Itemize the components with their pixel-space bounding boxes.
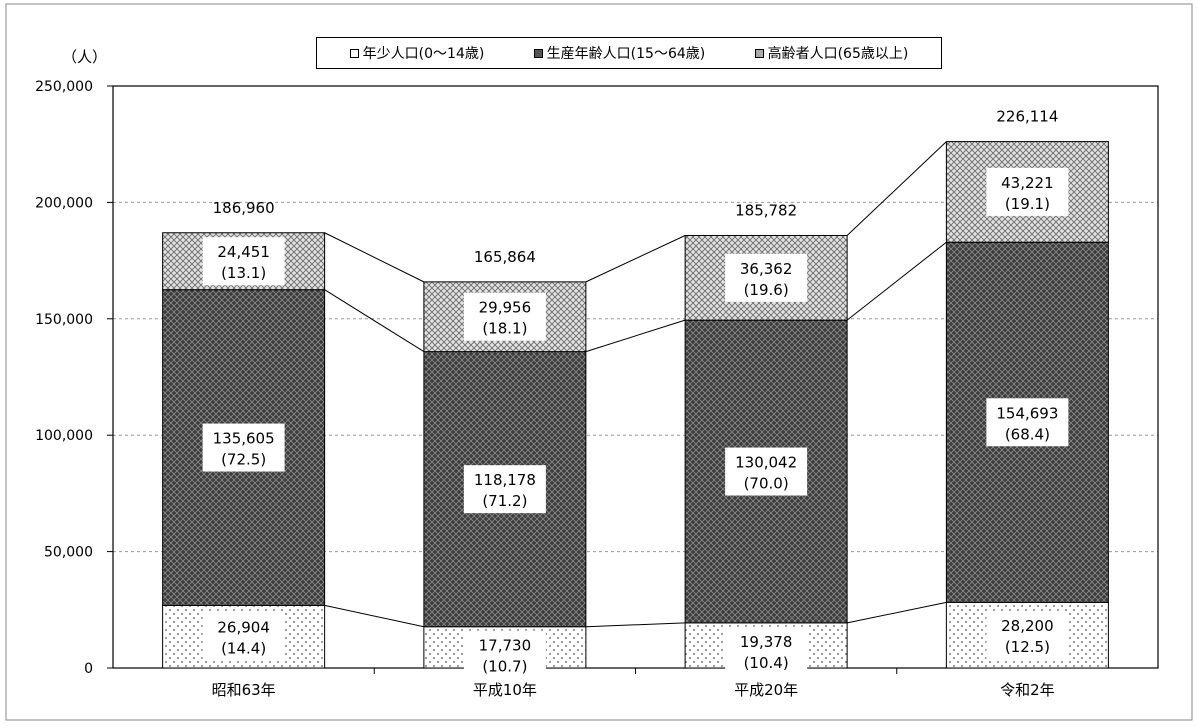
data-label-value: 130,042	[735, 454, 797, 472]
data-label-percent: (12.5)	[1005, 638, 1050, 656]
data-label-percent: (10.7)	[482, 658, 527, 676]
legend-label-youth: 年少人口(0～14歳)	[362, 46, 485, 62]
bar-layer	[162, 141, 1109, 669]
x-tick-label: 平成10年	[473, 681, 537, 699]
data-label-percent: (71.2)	[482, 492, 527, 510]
connector-line	[324, 232, 425, 283]
y-tick-label: 100,000	[35, 428, 93, 444]
legend-item-youth: 年少人口(0～14歳)	[349, 43, 485, 63]
chart-legend: 年少人口(0～14歳) 生産年齢人口(15～64歳) 高齢者人口(65歳以上)	[316, 37, 942, 69]
outer-frame	[5, 3, 1193, 721]
legend-swatch-elderly	[754, 48, 764, 58]
connector-line	[324, 289, 425, 353]
legend-label-working: 生産年齢人口(15～64歳)	[546, 46, 706, 62]
data-label-value: 28,200	[1001, 617, 1054, 635]
data-label-box	[202, 237, 285, 286]
label-layer: 26,904 (14.4) 135,605 (72.5) 24,451 (13.1) 186…	[202, 108, 1069, 679]
total-label: 186,960	[213, 199, 275, 217]
data-label-percent: (19.6)	[744, 281, 789, 299]
data-label-box	[463, 630, 546, 679]
x-tick-label: 令和2年	[1000, 681, 1055, 699]
data-label-percent: (10.4)	[744, 654, 789, 672]
total-label: 165,864	[474, 248, 536, 266]
data-label-box	[202, 423, 285, 472]
axis-layer: 0 50,000 100,000 150,000 200,000 250,000 昭和63年…	[35, 79, 1159, 699]
legend-label-elderly: 高齢者人口(65歳以上)	[767, 46, 909, 62]
connector-line	[585, 319, 686, 353]
connector-layer	[324, 141, 947, 628]
data-label-value: 29,956	[479, 299, 532, 317]
y-axis-unit-label: （人）	[62, 48, 108, 66]
data-label-box	[725, 626, 808, 675]
data-label-value: 26,904	[217, 619, 270, 637]
x-tick-label: 昭和63年	[212, 681, 276, 699]
connector-line	[585, 235, 686, 283]
data-label-box	[986, 398, 1069, 447]
y-tick-label: 200,000	[35, 195, 93, 211]
y-tick-label: 0	[84, 661, 93, 677]
total-label: 185,782	[735, 201, 797, 219]
data-label-box	[986, 167, 1069, 216]
data-label-value: 43,221	[1001, 174, 1054, 192]
data-label-box	[202, 612, 285, 661]
data-label-value: 17,730	[479, 637, 532, 655]
legend-swatch-working	[533, 48, 543, 58]
connector-line	[846, 141, 947, 236]
data-label-value: 118,178	[474, 471, 536, 489]
legend-swatch-youth	[349, 48, 359, 58]
data-label-value: 135,605	[213, 430, 275, 448]
data-label-box	[725, 253, 808, 302]
connector-line	[585, 622, 686, 628]
connector-line	[846, 241, 947, 321]
data-label-value: 36,362	[740, 260, 793, 278]
data-label-percent: (68.4)	[1005, 425, 1050, 443]
x-tick-label: 平成20年	[734, 681, 798, 699]
data-label-value: 154,693	[996, 404, 1058, 422]
legend-item-elderly: 高齢者人口(65歳以上)	[754, 43, 909, 63]
connector-line	[324, 604, 424, 628]
data-label-percent: (13.1)	[221, 264, 266, 282]
total-label: 226,114	[996, 108, 1058, 126]
data-label-box	[463, 465, 546, 514]
legend-item-working: 生産年齢人口(15～64歳)	[533, 43, 706, 63]
data-label-percent: (18.1)	[482, 320, 527, 338]
data-label-box	[725, 447, 808, 496]
data-label-percent: (72.5)	[221, 451, 266, 469]
data-label-percent: (70.0)	[744, 475, 789, 493]
y-tick-label: 150,000	[35, 312, 93, 328]
data-label-value: 19,378	[740, 633, 793, 651]
data-label-box	[463, 292, 546, 341]
data-label-value: 24,451	[217, 243, 270, 261]
connector-line	[847, 601, 947, 624]
data-label-percent: (14.4)	[221, 640, 266, 658]
data-label-box	[986, 611, 1069, 660]
y-tick-label: 50,000	[44, 545, 93, 561]
data-label-percent: (19.1)	[1005, 195, 1050, 213]
y-tick-label: 250,000	[35, 79, 93, 95]
